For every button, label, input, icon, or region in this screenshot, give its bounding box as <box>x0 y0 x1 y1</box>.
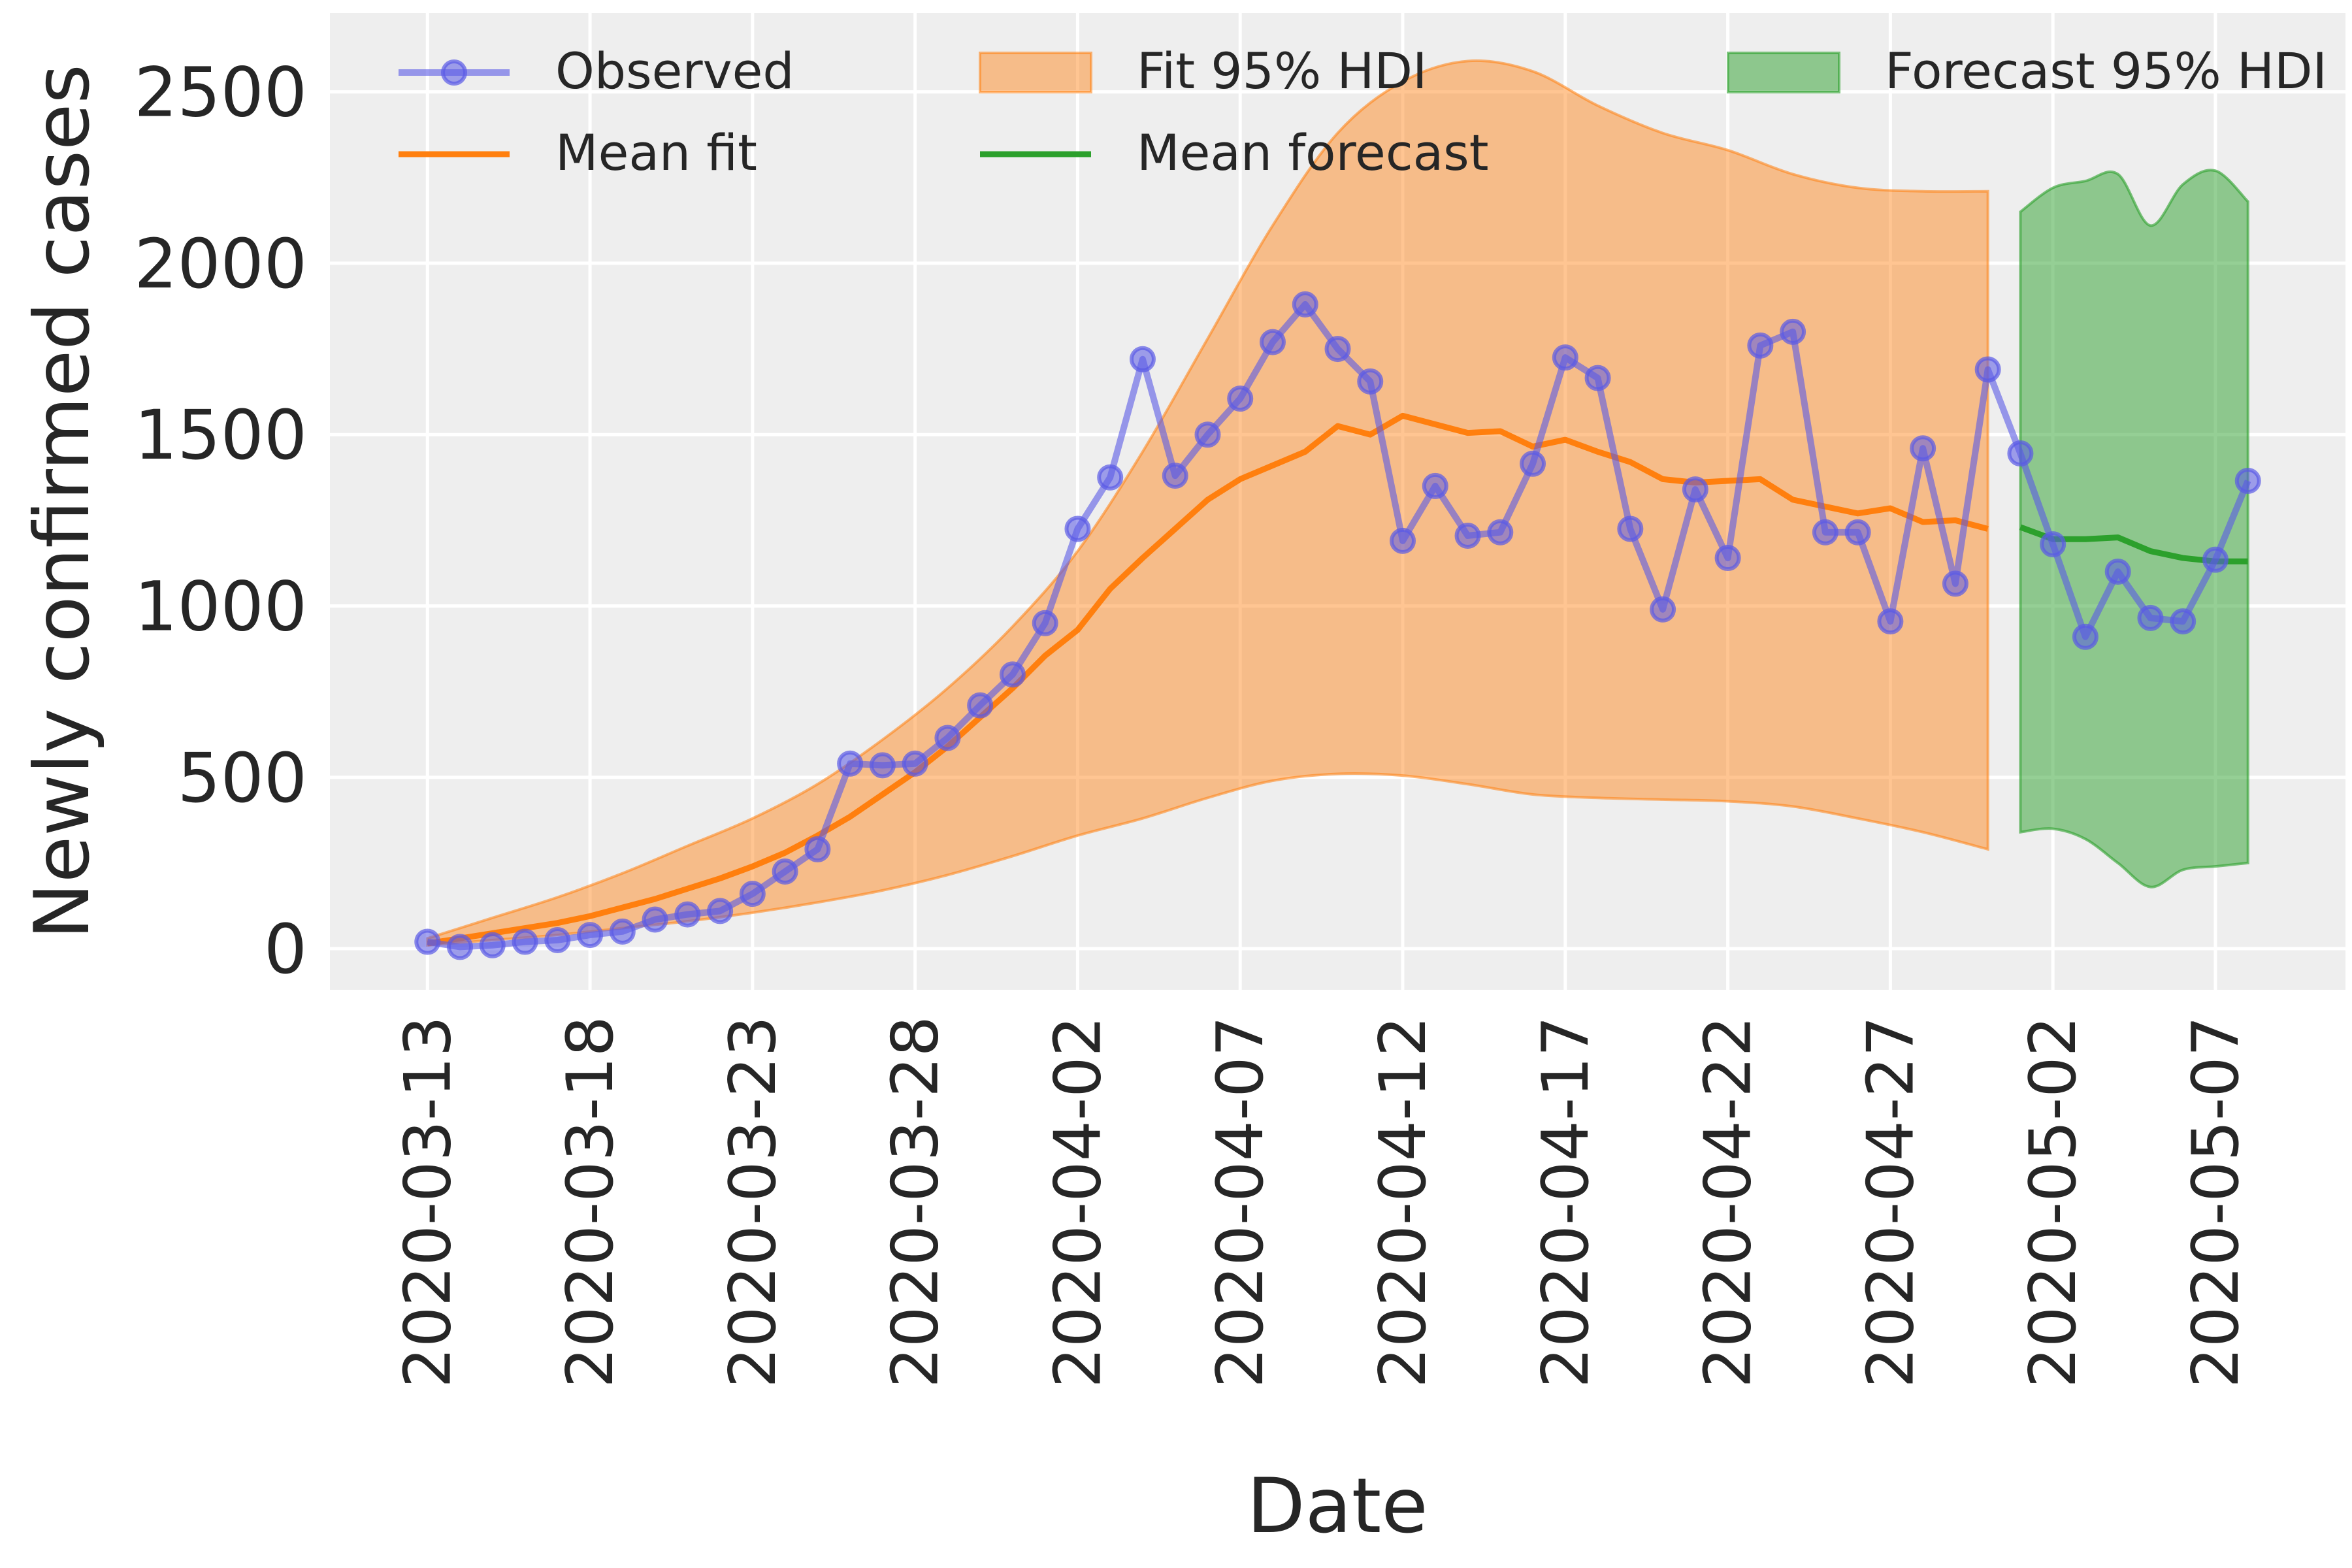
observed-point <box>577 922 604 949</box>
observed-point <box>1487 519 1514 546</box>
x-tick-label: 2020-04-07 <box>1203 1016 1278 1388</box>
observed-point <box>1520 450 1546 477</box>
y-tick-label: 2500 <box>134 53 307 133</box>
x-tick-label: 2020-04-02 <box>1041 1016 1115 1388</box>
observed-point <box>1942 570 1968 597</box>
y-tick-labels: 0 500 1000 1500 2000 2500 <box>134 53 307 989</box>
legend-label: Mean fit <box>555 123 757 182</box>
observed-point <box>1617 515 1644 542</box>
observed-point <box>1714 545 1741 572</box>
observed-point <box>1422 472 1448 499</box>
observed-point <box>2202 546 2229 573</box>
x-tick-label: 2020-03-13 <box>391 1016 465 1388</box>
observed-point <box>447 934 474 960</box>
plot-background <box>330 13 2345 990</box>
observed-point <box>2137 604 2164 631</box>
legend: Observed Fit 95% HDI Forecast 95% HDI Mean … <box>399 42 2327 182</box>
y-tick-label: 1500 <box>134 395 307 475</box>
y-tick-label: 1000 <box>134 566 307 646</box>
observed-point <box>837 750 864 777</box>
x-tick-label: 2020-04-27 <box>1854 1016 1928 1388</box>
observed-point <box>1097 464 1124 491</box>
observed-point <box>1129 346 1156 372</box>
grid-lines <box>330 13 2345 990</box>
x-tick-label: 2020-03-18 <box>553 1016 628 1388</box>
x-tick-label: 2020-03-28 <box>879 1016 953 1388</box>
observed-point <box>1064 515 1091 542</box>
observed-point <box>902 750 928 777</box>
observed-points <box>414 291 2261 960</box>
observed-point <box>674 901 701 928</box>
x-tick-label: 2020-04-12 <box>1366 1016 1441 1388</box>
y-axis-label: Newly confirmed cases <box>18 64 106 939</box>
y-tick-label: 0 <box>264 909 307 989</box>
observed-point <box>1390 527 1416 554</box>
observed-point <box>2104 559 2131 585</box>
observed-point <box>1259 329 1286 355</box>
x-tick-label: 2020-05-02 <box>2016 1016 2091 1388</box>
observed-point <box>1974 356 2001 383</box>
observed-point <box>1780 318 1806 345</box>
observed-point <box>544 926 571 953</box>
observed-point <box>1032 610 1058 636</box>
observed-point <box>1877 608 1904 635</box>
observed-point <box>772 858 798 885</box>
observed-point <box>1584 365 1611 391</box>
observed-point <box>1747 332 1774 359</box>
x-axis-label: Date <box>1247 1462 1428 1550</box>
y-tick-label: 500 <box>177 738 307 818</box>
x-tick-label: 2020-04-22 <box>1691 1016 1766 1388</box>
observed-point <box>967 692 994 719</box>
observed-point <box>1552 344 1578 371</box>
observed-point <box>414 928 441 955</box>
x-tick-label: 2020-03-23 <box>716 1016 791 1388</box>
observed-point <box>1194 421 1221 448</box>
legend-label: Fit 95% HDI <box>1137 42 1427 100</box>
observed-point <box>1454 522 1481 549</box>
observed-point <box>1844 519 1871 546</box>
observed-point <box>1357 368 1384 395</box>
observed-point <box>934 725 961 751</box>
forecast-hdi-band <box>2019 169 2249 889</box>
legend-label: Forecast 95% HDI <box>1885 42 2327 100</box>
observed-point <box>707 898 734 924</box>
observed-point <box>1910 435 1936 462</box>
observed-point <box>2007 440 2034 467</box>
observed-point <box>2040 531 2066 558</box>
x-tick-label: 2020-04-17 <box>1529 1016 1603 1388</box>
observed-point <box>479 932 506 958</box>
legend-label: Mean forecast <box>1137 123 1489 182</box>
observed-point <box>512 928 538 955</box>
observed-point <box>869 752 896 779</box>
observed-point <box>804 836 831 862</box>
mean-fit-line <box>427 412 1989 947</box>
y-tick-label: 2000 <box>134 224 307 304</box>
legend-marker-observed <box>441 59 467 86</box>
observed-point <box>739 881 766 907</box>
observed-point <box>1682 476 1708 503</box>
observed-point <box>2234 468 2261 495</box>
legend-label: Observed <box>555 42 794 100</box>
observed-point <box>1162 463 1188 489</box>
observed-point <box>2072 623 2099 650</box>
x-tick-label: 2020-05-07 <box>2179 1016 2253 1388</box>
observed-point <box>609 918 636 945</box>
observed-point <box>1324 336 1351 363</box>
observed-point <box>1227 385 1254 412</box>
x-tick-labels: 2020-03-13 2020-03-18 2020-03-23 2020-03-28… <box>391 1016 2253 1388</box>
observed-point <box>1812 519 1838 546</box>
legend-swatch-fit-hdi <box>979 52 1092 93</box>
legend-swatch-forecast-hdi <box>1727 52 1840 93</box>
observed-point <box>2170 608 2197 635</box>
observed-point <box>1650 596 1676 623</box>
observed-point <box>1292 291 1318 318</box>
observed-point <box>642 906 668 933</box>
observed-point <box>999 661 1026 688</box>
